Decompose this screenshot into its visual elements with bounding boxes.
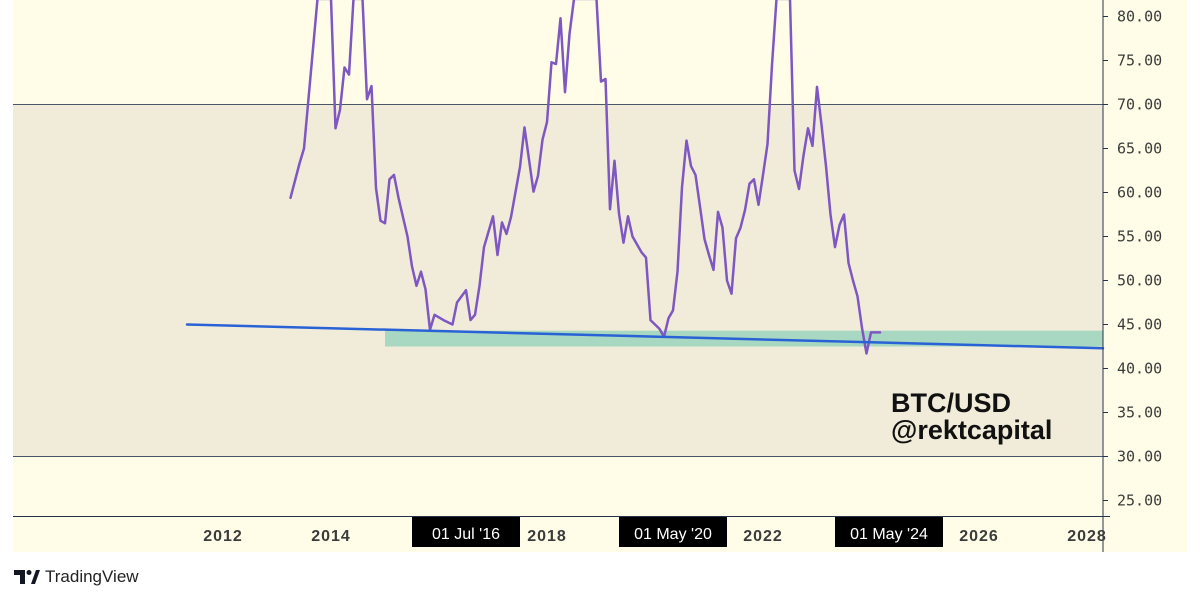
y-tick-label-75: 75.00: [1117, 52, 1162, 70]
y-tick-label-30: 30.00: [1117, 448, 1162, 466]
brand-name: TradingView: [45, 567, 139, 586]
tradingview-logo-icon: [14, 570, 40, 584]
y-tick-label-65: 65.00: [1117, 140, 1162, 158]
x-tick-label-2022: 2022: [743, 528, 783, 545]
y-tick-label-80: 80.00: [1117, 8, 1162, 26]
date-marker-box-0: [412, 517, 520, 547]
x-tick-label-2026: 2026: [959, 528, 999, 545]
tradingview-brand[interactable]: TradingView: [14, 566, 139, 588]
rsi-series-line: [289, 0, 882, 355]
x-tick-label-2028: 2028: [1067, 528, 1107, 545]
x-tick-label-2014: 2014: [311, 528, 351, 545]
y-tick-label-55: 55.00: [1117, 228, 1162, 246]
y-tick-label-45: 45.00: [1117, 316, 1162, 334]
y-tick-label-40: 40.00: [1117, 360, 1162, 378]
y-tick-label-25: 25.00: [1117, 492, 1162, 510]
x-tick-label-2018: 2018: [527, 528, 567, 545]
date-marker-label-2: 01 May '24: [850, 526, 928, 543]
y-tick-label-35: 35.00: [1117, 404, 1162, 422]
date-marker-label-0: 01 Jul '16: [432, 526, 500, 543]
author-watermark: @rektcapital: [891, 415, 1052, 445]
x-tick-label-2012: 2012: [203, 528, 243, 545]
trendline: [185, 323, 1105, 350]
rsi-band-0: [13, 104, 1103, 457]
date-marker-box-1: [619, 517, 727, 547]
y-tick-label-50: 50.00: [1117, 272, 1162, 290]
symbol-watermark: BTC/USD: [891, 388, 1011, 418]
date-marker-box-2: [835, 517, 943, 547]
date-marker-label-1: 01 May '20: [634, 526, 712, 543]
y-tick-label-60: 60.00: [1117, 184, 1162, 202]
y-tick-label-70: 70.00: [1117, 96, 1162, 114]
